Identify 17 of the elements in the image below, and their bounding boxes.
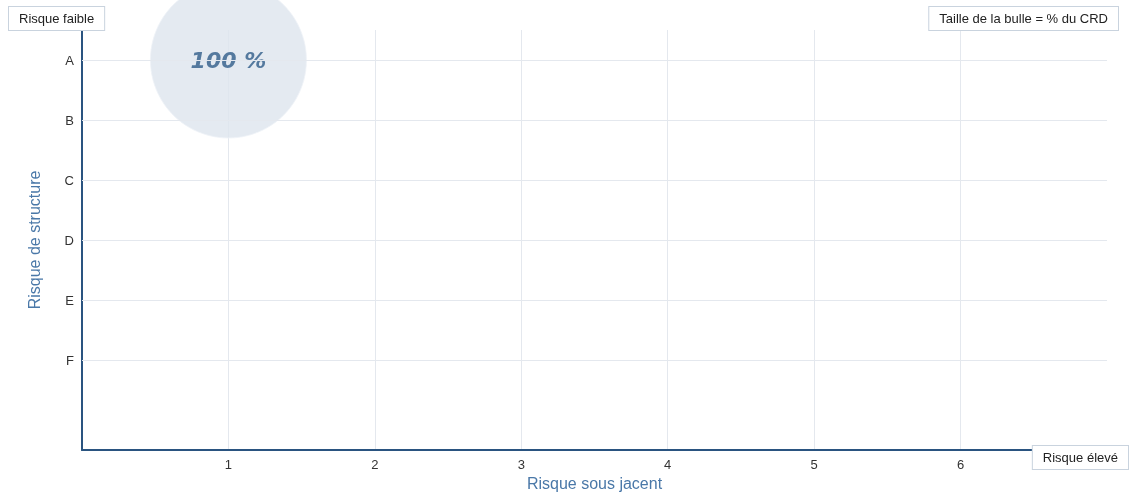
x-tick-label: 2: [371, 457, 379, 472]
y-tick-label: F: [66, 352, 75, 368]
y-tick-label: E: [65, 292, 75, 308]
x-tick-label: 5: [810, 457, 818, 472]
x-tick-label: 1: [224, 457, 233, 472]
text: Risque faible: [19, 11, 95, 26]
text: Taille de la bulle = % du CRD: [939, 11, 1109, 26]
y-tick-label: B: [65, 112, 74, 128]
annotation: Risque élevé: [1042, 450, 1118, 465]
x-tick-label: 3: [517, 457, 525, 472]
y-axis-title: Risque de structure: [25, 170, 43, 310]
x-axis-title: Risque sous jacent: [526, 475, 663, 493]
y-tick-label: A: [65, 52, 75, 68]
x-tick-label: 4: [664, 457, 672, 472]
y-tick-label: D: [64, 232, 74, 248]
x-tick-label: 6: [956, 457, 965, 472]
y-tick-label: C: [64, 172, 74, 188]
